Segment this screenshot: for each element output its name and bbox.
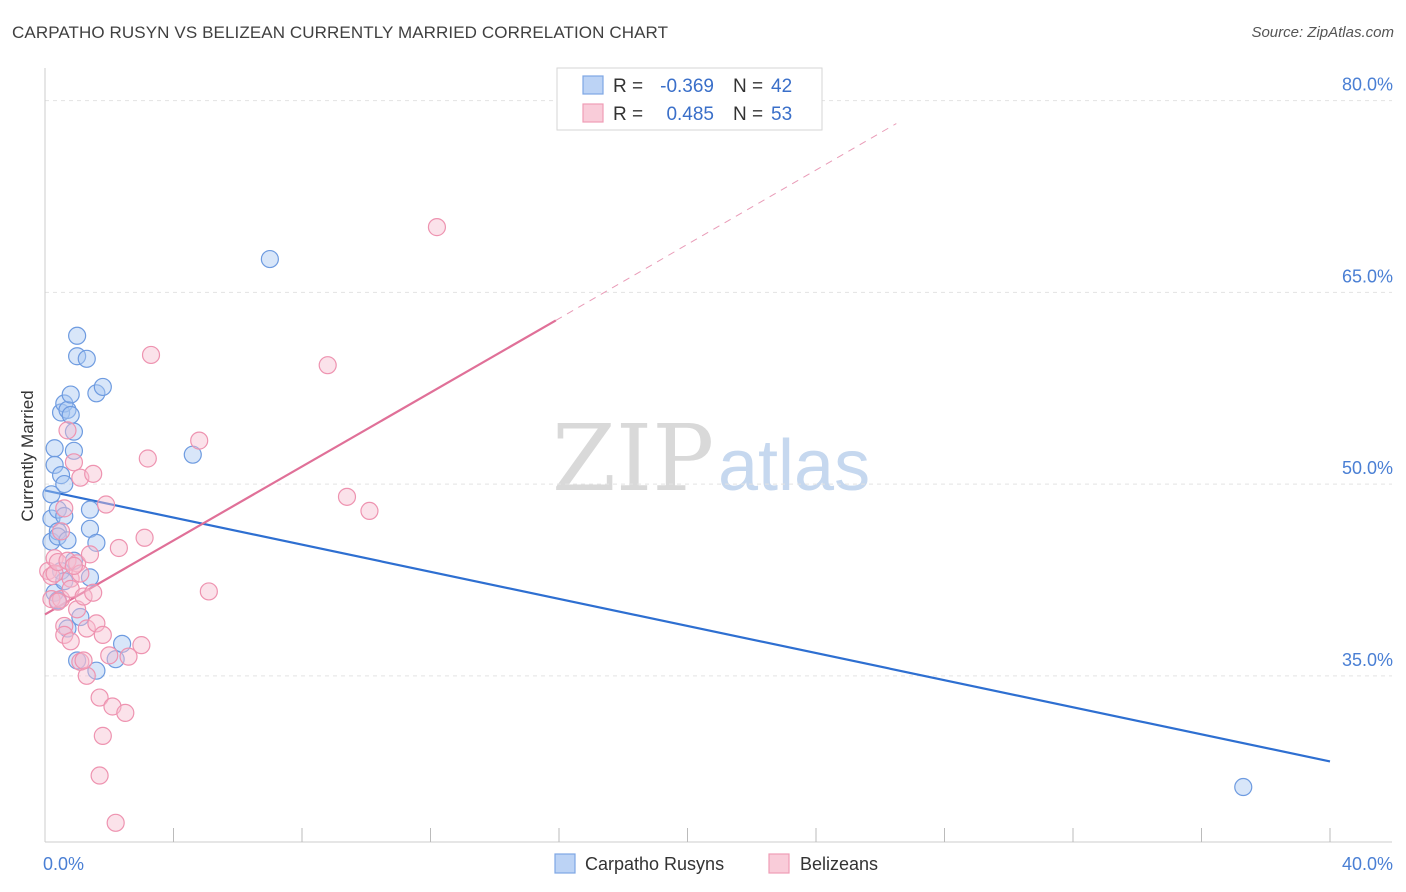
legend-n-value-blue: 42 [771, 76, 792, 97]
point-carpatho-rusyn-29 [87, 661, 106, 680]
axes [44, 68, 1392, 843]
legend-swatch-pink [582, 103, 604, 123]
trend-lines [44, 123, 1331, 763]
x-tick-label-1: 40.0% [1342, 854, 1393, 874]
trend-line-blue-0 [44, 489, 1331, 763]
point-belizean-26 [84, 464, 103, 483]
point-carpatho-rusyn-20 [68, 326, 87, 345]
point-belizean-16 [64, 453, 84, 472]
y-axis-title: Currently Married [18, 390, 37, 521]
data-points [39, 218, 1253, 832]
bottom-legend-swatch-blue [554, 853, 576, 874]
point-belizean-17 [68, 554, 87, 573]
grid-lines [45, 100, 1392, 677]
point-carpatho-rusyn-3 [45, 455, 64, 474]
legend-n-value-pink: 53 [771, 104, 792, 125]
bottom-legend-label-pink: Belizeans [800, 854, 878, 874]
point-carpatho-rusyn-15 [61, 385, 80, 404]
point-belizean-4 [45, 564, 64, 583]
point-belizean-48 [360, 501, 379, 521]
watermark-atlas: atlas [718, 426, 870, 506]
point-belizean-51 [64, 556, 84, 575]
point-belizean-34 [100, 646, 119, 665]
point-belizean-38 [116, 703, 135, 722]
bottom-legend-swatch-pink [768, 853, 790, 874]
point-belizean-42 [138, 449, 157, 468]
point-belizean-32 [93, 625, 112, 645]
point-carpatho-rusyn-12 [58, 400, 77, 420]
point-belizean-44 [190, 431, 209, 450]
point-carpatho-rusyn-25 [80, 500, 100, 519]
legend-r-label-blue: R = [613, 76, 643, 97]
point-carpatho-rusyn-6 [48, 527, 67, 546]
point-carpatho-rusyn-41 [42, 485, 61, 504]
point-belizean-43 [141, 345, 161, 365]
point-belizean-27 [84, 583, 103, 602]
point-carpatho-rusyn-30 [93, 377, 112, 397]
point-belizean-28 [87, 614, 106, 633]
legend-r-label-pink: R = [613, 104, 643, 125]
watermark-zip: ZIP [552, 405, 714, 512]
y-tick-label-2: 65.0% [1342, 266, 1393, 286]
point-belizean-11 [58, 421, 77, 440]
point-belizean-31 [93, 726, 112, 745]
legend-box: R = -0.369 N = 42 R = 0.485 N = 53 [556, 67, 823, 131]
point-belizean-22 [74, 587, 93, 606]
x-tick-labels: 0.0% 40.0% [43, 854, 1393, 874]
point-belizean-10 [55, 499, 74, 518]
watermark: ZIP atlas [552, 405, 870, 512]
legend-n-label-pink: N = [733, 104, 763, 125]
legend-n-label-blue: N = [733, 76, 763, 97]
trend-line-pink-1 [44, 319, 557, 616]
point-belizean-40 [132, 636, 151, 655]
point-carpatho-rusyn-16 [64, 422, 84, 441]
point-belizean-36 [106, 813, 125, 832]
x-tick-label-0: 0.0% [43, 854, 84, 874]
y-tick-label-1: 50.0% [1342, 458, 1393, 478]
point-belizean-37 [109, 538, 128, 558]
point-belizean-15 [61, 632, 80, 651]
point-carpatho-rusyn-35 [1234, 777, 1253, 797]
chart-title: CARPATHO RUSYN VS BELIZEAN CURRENTLY MAR… [12, 23, 669, 42]
legend-r-value-pink: 0.485 [666, 104, 714, 125]
point-carpatho-rusyn-23 [77, 349, 96, 368]
point-belizean-41 [135, 528, 154, 547]
point-belizean-23 [77, 619, 96, 638]
bottom-legend: Carpatho Rusyns Belizeans [554, 853, 878, 874]
point-carpatho-rusyn-10 [55, 474, 74, 494]
bottom-legend-label-blue: Carpatho Rusyns [585, 854, 724, 874]
point-belizean-25 [80, 545, 100, 564]
point-belizean-33 [96, 495, 116, 514]
point-belizean-24 [77, 666, 96, 685]
point-belizean-49 [427, 218, 447, 237]
point-carpatho-rusyn-28 [87, 533, 106, 552]
point-belizean-30 [90, 688, 109, 707]
legend-swatch-blue [582, 75, 604, 95]
point-belizean-47 [337, 487, 357, 506]
point-belizean-39 [119, 647, 138, 666]
point-carpatho-rusyn-24 [80, 568, 100, 587]
point-belizean-52 [74, 651, 93, 670]
point-carpatho-rusyn-13 [58, 531, 77, 550]
y-tick-label-0: 35.0% [1342, 650, 1393, 670]
point-belizean-46 [318, 356, 337, 375]
point-carpatho-rusyn-11 [55, 506, 74, 526]
point-carpatho-rusyn-2 [45, 439, 64, 458]
y-tick-label-3: 80.0% [1342, 75, 1393, 95]
point-belizean-29 [90, 766, 109, 785]
point-belizean-45 [199, 582, 218, 601]
legend-r-value-blue: -0.369 [660, 76, 714, 97]
point-belizean-50 [48, 592, 67, 611]
trend-line-pink-2 [555, 123, 897, 321]
y-tick-labels: 35.0% 50.0% 65.0% 80.0% [1342, 75, 1393, 670]
source-label: Source: ZipAtlas.com [1251, 24, 1394, 41]
point-carpatho-rusyn-14 [61, 405, 80, 425]
point-carpatho-rusyn-34 [260, 249, 279, 269]
point-belizean-6 [51, 522, 71, 541]
